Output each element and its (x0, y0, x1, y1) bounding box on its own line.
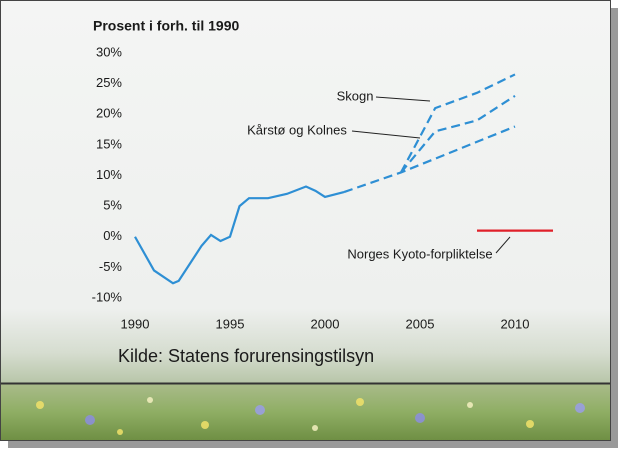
leader-line (351, 130, 421, 139)
x-tick-label: 2000 (311, 316, 340, 331)
annotation: Skogn (337, 88, 374, 103)
source: Kilde: Statens forurensingstilsyn (118, 346, 374, 366)
leader-line (495, 236, 511, 254)
chart-subtitle: Prosent i forh. til 1990 (93, 18, 239, 34)
x-tick-label: 2005 (406, 316, 435, 331)
series-line (400, 73, 516, 173)
flowers (36, 397, 585, 435)
x-tick-label: 1995 (216, 316, 245, 331)
panel (0, 0, 611, 441)
y-tick-label: 25% (96, 75, 122, 90)
leader-line (375, 96, 431, 102)
x-tick-label: 2010 (501, 316, 530, 331)
y-tick-label: 10% (96, 167, 122, 182)
meadow (1, 384, 610, 440)
x-tick-label: 1990 (121, 316, 150, 331)
annotation: Kårstø og Kolnes (247, 122, 347, 137)
y-tick-label: 0% (103, 228, 122, 243)
y-tick-label: 5% (103, 198, 122, 213)
y-tick-label: 30% (96, 44, 122, 59)
y-tick-label: -5% (99, 259, 123, 274)
series-line (134, 185, 345, 285)
y-tick-label: 15% (96, 136, 122, 151)
y-tick-label: -10% (92, 289, 123, 304)
series-line (343, 125, 516, 194)
series-line (400, 94, 516, 174)
y-tick-label: 20% (96, 106, 122, 121)
annotation: Norges Kyoto-forpliktelse (347, 246, 492, 261)
